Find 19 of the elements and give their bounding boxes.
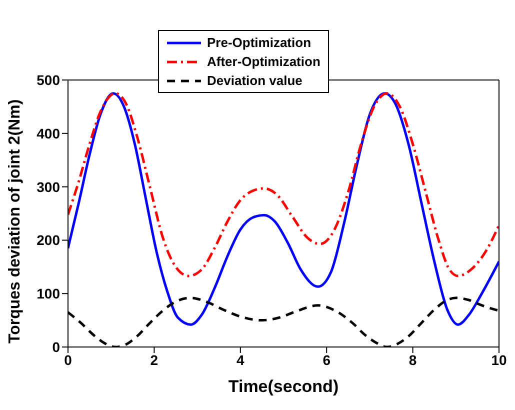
- x-tick-label: 2: [150, 352, 158, 368]
- line-series: [68, 92, 499, 326]
- x-tick-label: 8: [408, 352, 417, 368]
- x-axis-title: Time(second): [228, 377, 339, 396]
- x-tick-label: 10: [491, 352, 507, 368]
- y-tick-label: 100: [36, 286, 60, 302]
- line-series: [68, 92, 499, 278]
- x-tick-label: 6: [322, 352, 331, 368]
- legend-label: Pre-Optimization: [207, 35, 312, 50]
- y-tick-label: 0: [52, 338, 60, 355]
- legend-label: Deviation value: [207, 73, 302, 88]
- y-tick-label: 200: [36, 232, 60, 248]
- x-tick-label: 4: [236, 352, 244, 368]
- y-axis-title: Torques deviation of joint 2(Nm): [6, 99, 24, 344]
- y-tick-label: 500: [36, 72, 60, 88]
- legend-label: After-Optimization: [207, 54, 320, 69]
- x-tick-label: 0: [64, 352, 72, 368]
- y-tick-label: 300: [36, 178, 60, 195]
- y-tick-label: 400: [36, 125, 60, 142]
